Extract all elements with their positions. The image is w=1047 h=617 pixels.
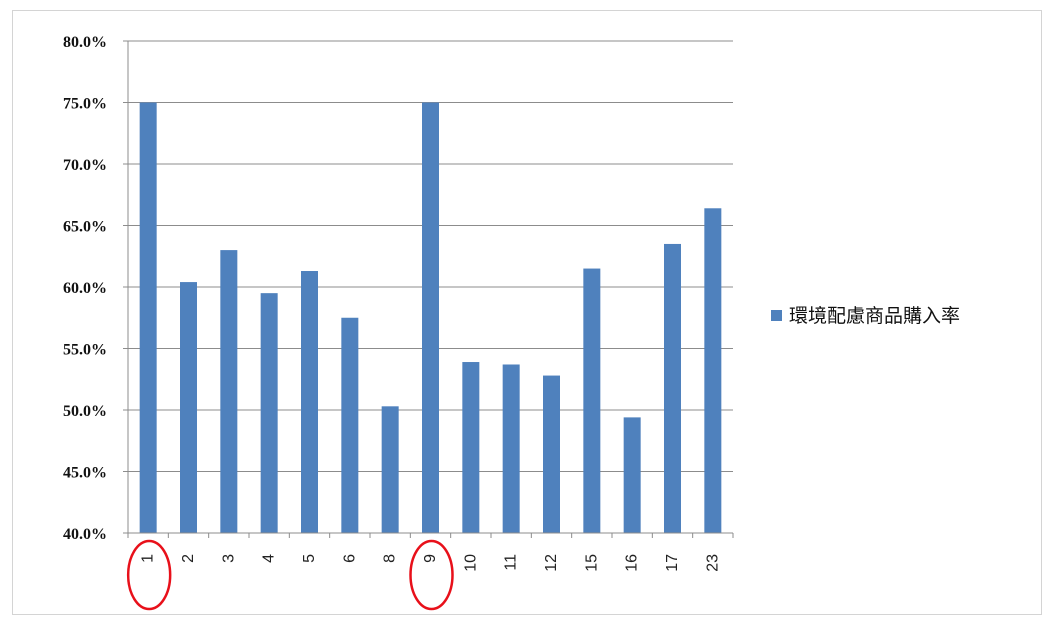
highlight-circle-1	[126, 539, 172, 611]
y-tick-label: 60.0%	[63, 280, 107, 297]
bar-4	[260, 293, 278, 533]
bar-9	[422, 102, 439, 533]
y-tick-label: 45.0%	[63, 465, 107, 482]
y-tick-label: 65.0%	[63, 219, 107, 236]
y-tick-label: 70.0%	[63, 157, 107, 174]
x-tick-label: 6	[341, 554, 358, 563]
x-tick-label: 4	[261, 554, 278, 563]
x-tick-label: 15	[583, 554, 600, 572]
x-tick-label: 17	[664, 554, 681, 572]
bar-16	[623, 417, 641, 533]
legend-label: 環境配慮商品購入率	[789, 305, 960, 327]
x-tick-label: 8	[382, 554, 399, 563]
bar-11	[502, 364, 520, 533]
bar-3	[220, 250, 238, 533]
bar-23	[704, 208, 722, 533]
x-tick-label: 12	[543, 554, 560, 572]
x-tick-label: 16	[624, 554, 641, 572]
bar-2	[180, 282, 197, 533]
x-axis-ticks: 1 2 3 4 5 6 8 9 10 11 12 15 16 17 23	[127, 533, 734, 572]
x-tick-label: 10	[462, 554, 479, 572]
x-tick-label: 3	[220, 554, 237, 563]
highlight-circle-9	[409, 539, 454, 611]
highlight-circles	[126, 539, 454, 611]
x-tick-label: 2	[180, 554, 197, 563]
bar-12	[543, 375, 560, 533]
bar-6	[341, 317, 359, 533]
y-tick-label: 50.0%	[63, 403, 107, 420]
y-tick-label: 80.0%	[63, 34, 107, 51]
bar-15	[583, 268, 601, 533]
bar-1	[139, 102, 157, 533]
bar-17	[664, 243, 681, 533]
legend-swatch	[771, 310, 782, 321]
y-tick-label: 40.0%	[63, 526, 107, 543]
bar-5	[301, 271, 318, 533]
x-tick-label: 11	[503, 554, 520, 571]
x-tick-label: 1	[140, 554, 157, 563]
y-tick-label: 75.0%	[63, 96, 107, 113]
y-tick-label: 55.0%	[63, 342, 107, 359]
bar-8	[381, 406, 399, 533]
bar-10	[462, 362, 480, 533]
x-tick-label: 9	[422, 554, 439, 563]
x-tick-label: 23	[704, 554, 721, 572]
bars	[139, 102, 722, 533]
legend: 環境配慮商品購入率	[771, 305, 960, 327]
x-tick-label: 5	[301, 554, 318, 563]
y-axis-ticks: 40.0% 45.0% 50.0% 55.0% 60.0% 65.0% 70.0% 75.0%…	[63, 34, 128, 543]
axes	[127, 41, 733, 534]
